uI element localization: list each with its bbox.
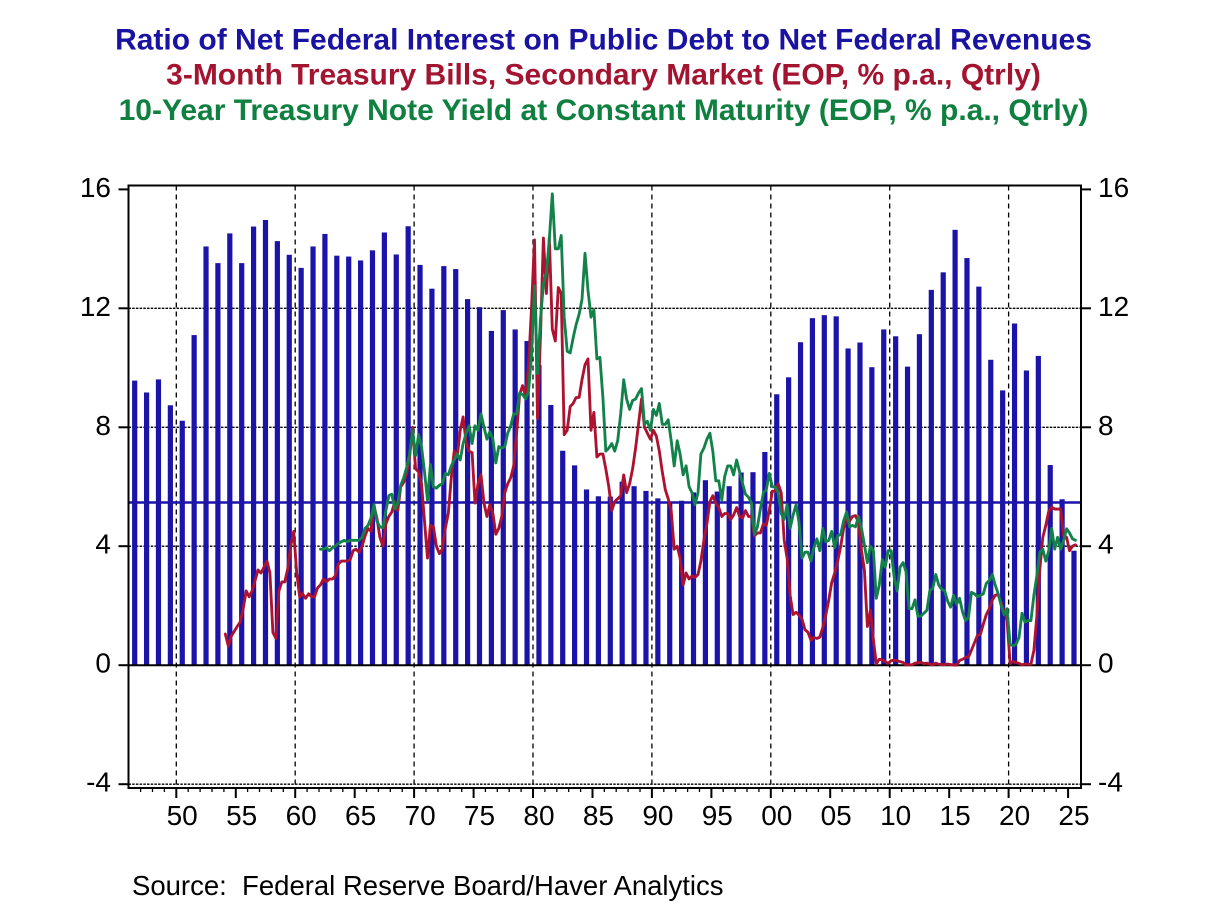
svg-text:20: 20 [999,800,1030,831]
svg-text:12: 12 [80,291,111,322]
svg-text:65: 65 [345,800,376,831]
svg-text:55: 55 [226,800,257,831]
svg-text:3-Month Treasury Bills, Second: 3-Month Treasury Bills, Secondary Market… [166,59,1041,92]
svg-text:60: 60 [286,800,317,831]
svg-text:4: 4 [95,529,111,560]
svg-text:80: 80 [523,800,554,831]
svg-text:00: 00 [761,800,792,831]
svg-text:16: 16 [80,172,111,203]
svg-text:Ratio of Net Federal Interest: Ratio of Net Federal Interest on Public … [115,23,1092,56]
svg-text:8: 8 [1098,410,1114,441]
svg-text:0: 0 [95,648,111,679]
svg-text:75: 75 [464,800,495,831]
svg-text:90: 90 [642,800,673,831]
svg-text:70: 70 [405,800,436,831]
svg-text:85: 85 [583,800,614,831]
svg-text:0: 0 [1098,648,1114,679]
svg-text:10: 10 [880,800,911,831]
svg-text:-4: -4 [1098,767,1123,798]
svg-text:Source: Federal Reserve Board: Source: Federal Reserve Board/Haver Anal… [132,870,724,901]
svg-text:25: 25 [1058,800,1089,831]
svg-text:8: 8 [95,410,111,441]
svg-text:95: 95 [702,800,733,831]
svg-text:4: 4 [1098,529,1114,560]
svg-text:10-Year Treasury Note Yield at: 10-Year Treasury Note Yield at Constant … [119,94,1089,127]
svg-text:16: 16 [1098,172,1129,203]
svg-text:12: 12 [1098,291,1129,322]
svg-text:15: 15 [940,800,971,831]
svg-text:-4: -4 [86,767,111,798]
svg-text:05: 05 [821,800,852,831]
svg-text:50: 50 [167,800,198,831]
